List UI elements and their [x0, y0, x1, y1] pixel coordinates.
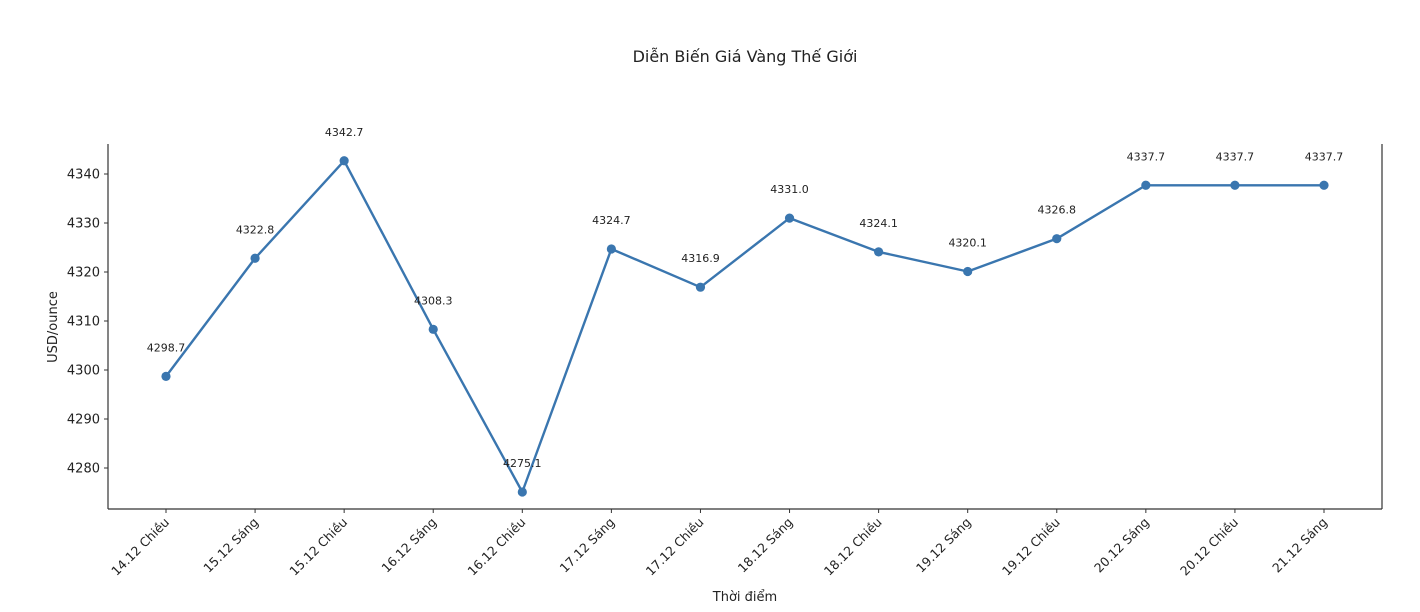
- data-value-label: 4331.0: [770, 183, 809, 196]
- data-value-label: 4298.7: [147, 341, 186, 354]
- data-value-label: 4337.7: [1127, 150, 1166, 163]
- price-line: [165, 159, 1324, 494]
- y-tick-label: 4280: [67, 462, 100, 477]
- x-tick-label: 15.12 Sáng: [200, 515, 261, 576]
- x-axis-ticks: 14.12 Chiều 15.12 Sáng 15.12 Chiều 16.12 Sá…: [108, 509, 1330, 579]
- data-point-marker: [161, 371, 171, 381]
- x-tick-label: 15.12 Chiều: [286, 515, 350, 579]
- data-value-label: 4337.7: [1305, 150, 1344, 163]
- y-tick-label: 4300: [67, 364, 100, 379]
- x-tick-label: 19.12 Chiều: [999, 515, 1063, 579]
- data-value-label: 4342.7: [325, 126, 364, 139]
- data-point-marker: [517, 487, 527, 497]
- y-tick-label: 4340: [67, 168, 100, 183]
- axes-frame: [107, 144, 1383, 510]
- data-point-marker: [784, 213, 795, 223]
- data-labels: 4298.7 4322.8 4342.7 4308.3 4275.1 4324.7 4316…: [147, 126, 1344, 470]
- y-axis-label: USD/ounce: [46, 291, 61, 363]
- data-point-marker: [606, 244, 616, 254]
- data-point-marker: [874, 247, 884, 257]
- data-point-marker: [339, 156, 349, 166]
- y-tick-label: 4330: [67, 217, 100, 232]
- x-tick-label: 17.12 Chiều: [643, 515, 707, 579]
- data-value-label: 4326.8: [1038, 204, 1077, 217]
- x-tick-label: 16.12 Sáng: [378, 515, 439, 576]
- x-tick-label: 18.12 Sáng: [735, 515, 796, 576]
- y-axis-ticks: 4280 4290 4300 4310 4320 4330 4340: [67, 168, 108, 477]
- y-tick-label: 4320: [67, 266, 100, 281]
- data-value-label: 4320.1: [948, 237, 987, 250]
- data-point-marker: [963, 266, 973, 277]
- data-point-marker: [695, 282, 706, 292]
- data-point-marker: [1052, 234, 1062, 244]
- x-tick-label: 16.12 Chiều: [464, 515, 528, 579]
- data-value-label: 4337.7: [1216, 150, 1255, 163]
- data-value-label: 4324.1: [859, 217, 898, 230]
- price-series: [161, 156, 1329, 497]
- x-tick-label: 20.12 Chiều: [1177, 515, 1241, 579]
- x-tick-label: 18.12 Chiều: [821, 515, 885, 579]
- data-value-label: 4308.3: [414, 294, 453, 307]
- data-value-label: 4324.7: [592, 214, 631, 227]
- x-tick-label: 20.12 Sáng: [1091, 515, 1152, 576]
- data-point-marker: [1230, 180, 1240, 190]
- data-value-label: 4275.1: [503, 457, 542, 470]
- y-tick-label: 4290: [67, 413, 100, 428]
- x-tick-label: 19.12 Sáng: [913, 515, 974, 576]
- x-tick-label: 21.12 Sáng: [1269, 515, 1330, 576]
- data-point-marker: [428, 324, 438, 334]
- x-tick-label: 14.12 Chiều: [108, 515, 172, 579]
- data-point-marker: [1319, 180, 1329, 190]
- y-tick-label: 4310: [67, 315, 100, 330]
- data-point-marker: [1141, 180, 1151, 190]
- x-axis-label: Thời điểm: [712, 590, 777, 605]
- x-tick-label: 17.12 Sáng: [557, 515, 618, 576]
- data-value-label: 4316.9: [681, 252, 720, 265]
- data-value-label: 4322.8: [236, 223, 275, 236]
- chart-title: Diễn Biến Giá Vàng Thế Giới: [632, 47, 858, 66]
- data-point-marker: [250, 253, 260, 263]
